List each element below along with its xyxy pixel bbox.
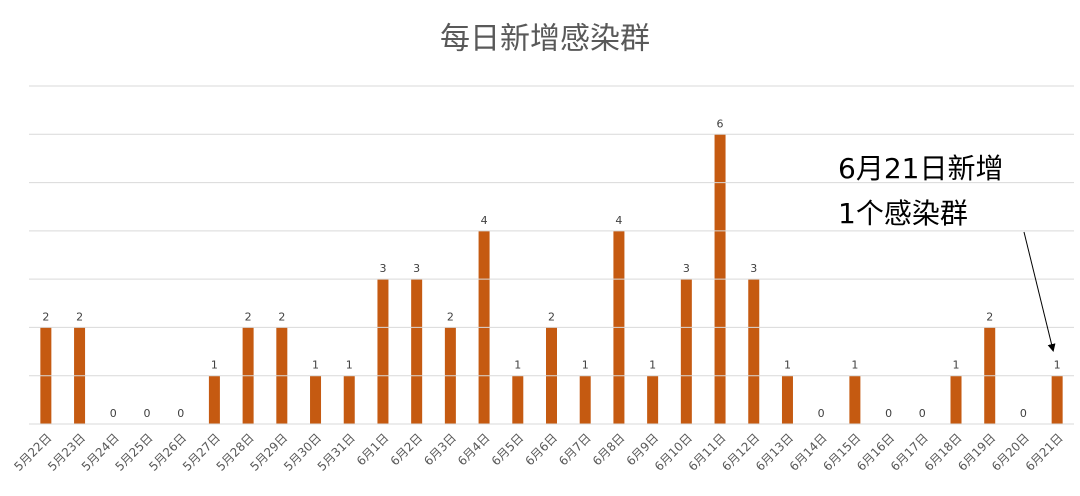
x-tick-label: 5月31日 [315, 431, 358, 474]
data-label: 0 [177, 407, 184, 420]
x-tick-label: 6月21日 [1023, 431, 1066, 474]
bar [680, 279, 692, 424]
data-label: 0 [143, 407, 150, 420]
x-tick-label: 6月4日 [455, 431, 493, 469]
data-label: 1 [582, 359, 589, 372]
x-tick-label: 6月2日 [388, 431, 426, 469]
bar [748, 279, 760, 424]
data-label: 1 [514, 359, 521, 372]
data-label: 0 [919, 407, 926, 420]
data-label: 2 [548, 310, 555, 323]
data-label: 2 [42, 310, 49, 323]
data-label: 2 [986, 310, 993, 323]
data-label: 1 [851, 359, 858, 372]
bar [411, 279, 423, 424]
data-label: 3 [683, 262, 690, 275]
x-tick-label: 6月1日 [354, 431, 392, 469]
data-label: 6 [717, 117, 724, 130]
x-tick-label: 6月7日 [556, 431, 594, 469]
data-label: 1 [211, 359, 218, 372]
x-tick-label: 6月8日 [590, 431, 628, 469]
data-label: 1 [1054, 359, 1061, 372]
bar [310, 375, 322, 424]
data-label: 3 [379, 262, 386, 275]
data-label: 4 [481, 214, 488, 227]
bar [849, 375, 861, 424]
data-label: 2 [447, 310, 454, 323]
data-label: 0 [1020, 407, 1027, 420]
x-tick-label: 6月5日 [489, 431, 527, 469]
data-label: 1 [346, 359, 353, 372]
chart-title: 每日新增感染群 [440, 22, 650, 57]
data-label: 1 [953, 359, 960, 372]
x-tick-label: 6月6日 [522, 431, 560, 469]
bar [343, 375, 355, 424]
data-label: 1 [784, 359, 791, 372]
bar [512, 375, 524, 424]
annotation: 1个感染群 [838, 197, 968, 230]
bar [208, 375, 220, 424]
data-label: 3 [750, 262, 757, 275]
bar [950, 375, 962, 424]
data-label: 1 [649, 359, 656, 372]
bar [1051, 375, 1063, 424]
data-label: 4 [615, 214, 622, 227]
bar [781, 375, 793, 424]
data-label: 2 [76, 310, 83, 323]
x-tick-label: 6月3日 [421, 431, 459, 469]
data-label: 3 [413, 262, 420, 275]
bar [579, 375, 591, 424]
annotation-arrow [1023, 231, 1056, 352]
data-label: 2 [245, 310, 252, 323]
data-label: 0 [110, 407, 117, 420]
bar [647, 375, 659, 424]
data-label: 0 [885, 407, 892, 420]
data-label: 2 [278, 310, 285, 323]
bar [377, 279, 389, 424]
annotation: 6月21日新增 [838, 152, 1003, 185]
data-label: 1 [312, 359, 319, 372]
data-label: 0 [818, 407, 825, 420]
